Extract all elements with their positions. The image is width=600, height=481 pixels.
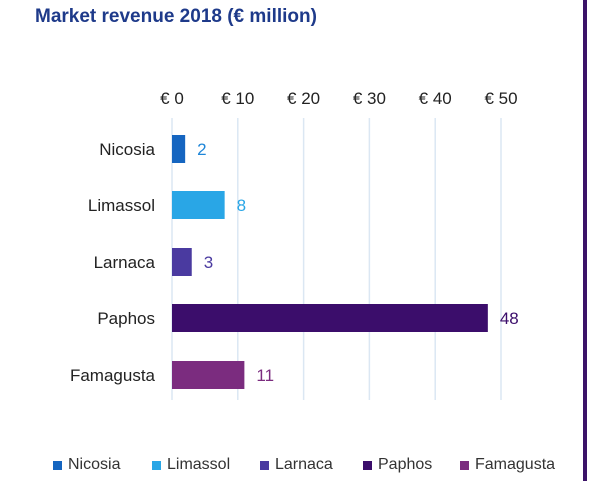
legend-item: Larnaca xyxy=(260,456,333,474)
bar xyxy=(172,248,192,276)
x-tick-label: € 10 xyxy=(221,89,254,108)
bar xyxy=(172,304,488,332)
legend-swatch xyxy=(260,460,269,470)
chart-title: Market revenue 2018 (€ million) xyxy=(35,6,317,27)
legend-label: Limassol xyxy=(167,456,231,473)
legend-label: Larnaca xyxy=(275,456,333,473)
data-label: 2 xyxy=(197,140,206,159)
legend-swatch xyxy=(363,460,372,470)
category-label: Nicosia xyxy=(99,140,155,159)
legend-label: Nicosia xyxy=(68,456,121,473)
data-label: 8 xyxy=(237,196,246,215)
legend-item: Limassol xyxy=(152,456,230,474)
x-tick-label: € 0 xyxy=(160,89,184,108)
legend-item: Famagusta xyxy=(460,456,555,474)
legend-swatch xyxy=(152,460,161,470)
category-label: Limassol xyxy=(88,196,155,215)
legend-item: Paphos xyxy=(363,456,432,474)
legend-label: Paphos xyxy=(378,456,433,473)
legend-swatch xyxy=(460,460,469,470)
x-tick-label: € 20 xyxy=(287,89,320,108)
chart-legend: Nicosia Limassol Larnaca Paphos Famagusta xyxy=(0,456,600,476)
bar xyxy=(172,361,245,389)
x-tick-label: € 50 xyxy=(484,89,517,108)
bar xyxy=(172,191,225,219)
x-tick-label: € 40 xyxy=(419,89,452,108)
accent-rule xyxy=(583,0,587,481)
x-tick-label: € 30 xyxy=(353,89,386,108)
data-label: 11 xyxy=(256,366,274,385)
bar xyxy=(172,135,186,163)
category-label: Paphos xyxy=(97,309,155,328)
category-label: Famagusta xyxy=(70,366,156,385)
data-label: 3 xyxy=(204,253,213,272)
legend-item: Nicosia xyxy=(53,456,120,474)
legend-swatch xyxy=(53,460,62,470)
category-label: Larnaca xyxy=(94,253,156,272)
legend-label: Famagusta xyxy=(475,456,556,473)
data-label: 48 xyxy=(500,309,519,328)
